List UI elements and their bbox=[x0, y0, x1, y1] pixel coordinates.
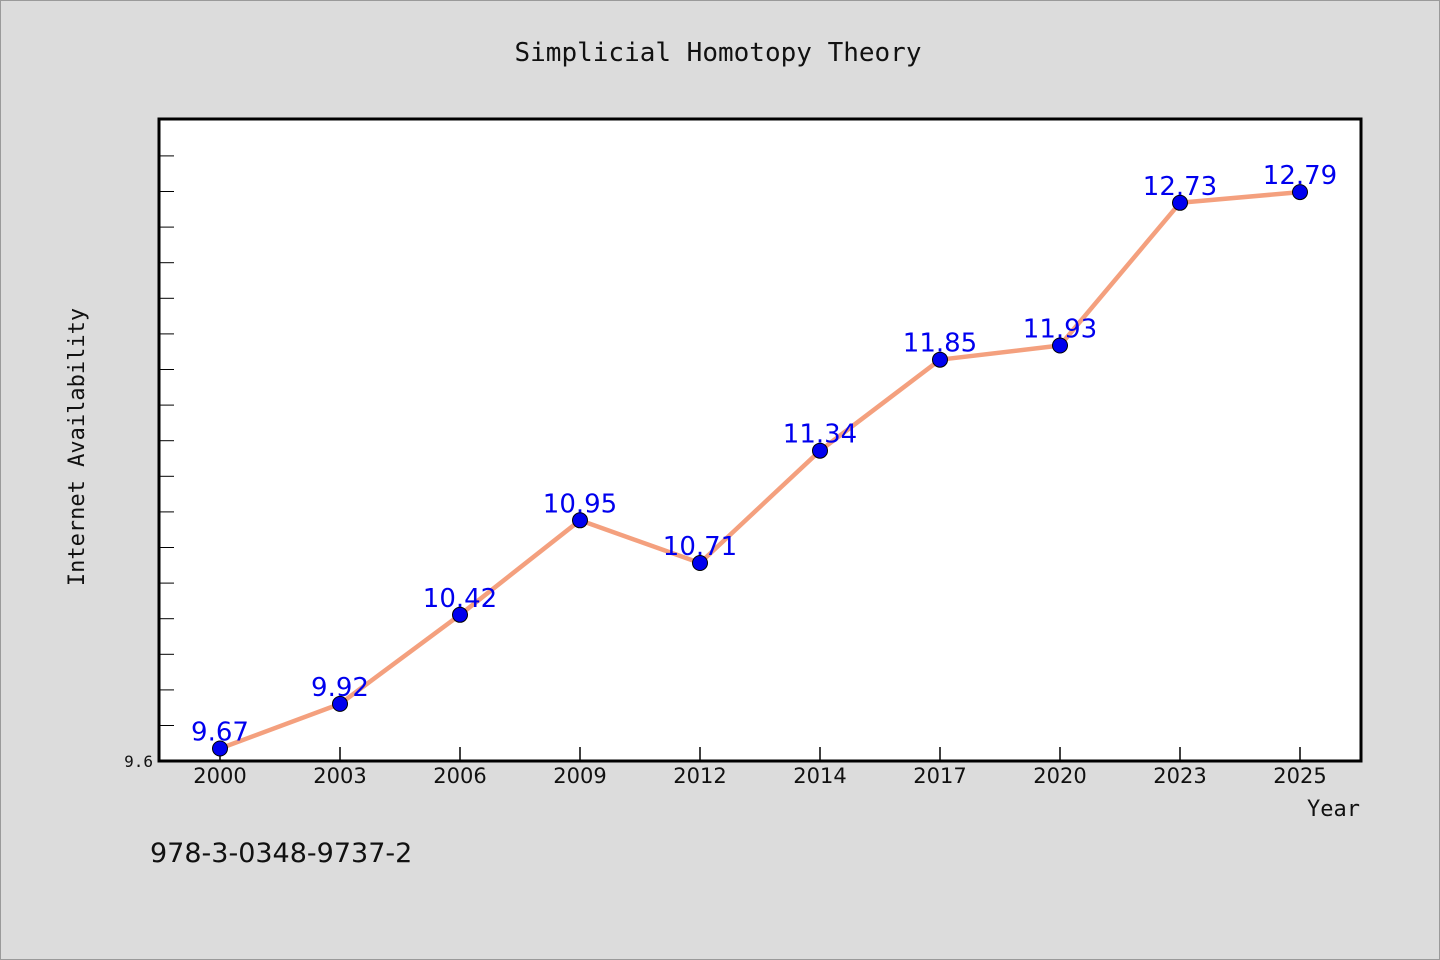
x-tick-label: 2012 bbox=[673, 764, 726, 788]
x-tick-label: 2009 bbox=[553, 764, 606, 788]
data-point bbox=[332, 695, 348, 712]
data-point bbox=[812, 442, 828, 459]
footer-isbn: 978-3-0348-9737-2 bbox=[150, 838, 412, 869]
y-axis-tick-labels: 9.6 bbox=[124, 752, 153, 771]
data-label: 9.67 bbox=[191, 718, 249, 748]
data-label: 11.85 bbox=[903, 329, 977, 359]
chart-title: Simplicial Homotopy Theory bbox=[515, 38, 922, 68]
y-axis-ticks bbox=[159, 155, 174, 726]
data-label: 9.92 bbox=[311, 673, 369, 703]
x-axis-tick-labels: 2000 2003 2006 2009 2012 2014 2017 2020 2023 2025 bbox=[193, 764, 1326, 788]
x-tick-label: 2003 bbox=[313, 764, 366, 788]
data-point bbox=[692, 555, 708, 571]
x-tick-label: 2020 bbox=[1033, 764, 1086, 788]
data-label: 12.73 bbox=[1143, 172, 1217, 202]
y-axis-label: Internet Availability bbox=[65, 308, 90, 586]
y-tick-label: 9.6 bbox=[124, 752, 153, 771]
x-tick-label: 2000 bbox=[193, 764, 246, 788]
series-line bbox=[219, 189, 1301, 751]
data-markers bbox=[212, 184, 1308, 757]
x-tick-label: 2017 bbox=[913, 764, 966, 788]
data-point bbox=[572, 512, 588, 529]
x-axis-label: Year bbox=[1307, 797, 1360, 822]
data-point bbox=[212, 740, 228, 757]
data-label: 10.71 bbox=[663, 532, 737, 562]
data-labels: 9.67 9.92 10.42 10.95 10.71 11.34 11.85 11.93 12… bbox=[191, 161, 1337, 747]
data-point bbox=[932, 351, 948, 368]
data-label: 10.95 bbox=[543, 489, 617, 519]
data-label: 12.79 bbox=[1263, 161, 1337, 191]
data-point bbox=[1052, 337, 1068, 354]
x-tick-label: 2025 bbox=[1273, 764, 1326, 788]
plot-area bbox=[157, 117, 1363, 763]
data-label: 11.93 bbox=[1023, 315, 1097, 345]
x-tick-label: 2014 bbox=[793, 764, 846, 788]
x-tick-label: 2023 bbox=[1153, 764, 1206, 788]
data-label: 11.34 bbox=[783, 420, 857, 450]
data-point bbox=[452, 606, 468, 623]
data-point bbox=[1172, 194, 1188, 211]
x-axis-ticks bbox=[219, 747, 1301, 761]
data-label: 10.42 bbox=[423, 584, 497, 614]
data-point bbox=[1292, 184, 1308, 201]
x-tick-label: 2006 bbox=[433, 764, 486, 788]
